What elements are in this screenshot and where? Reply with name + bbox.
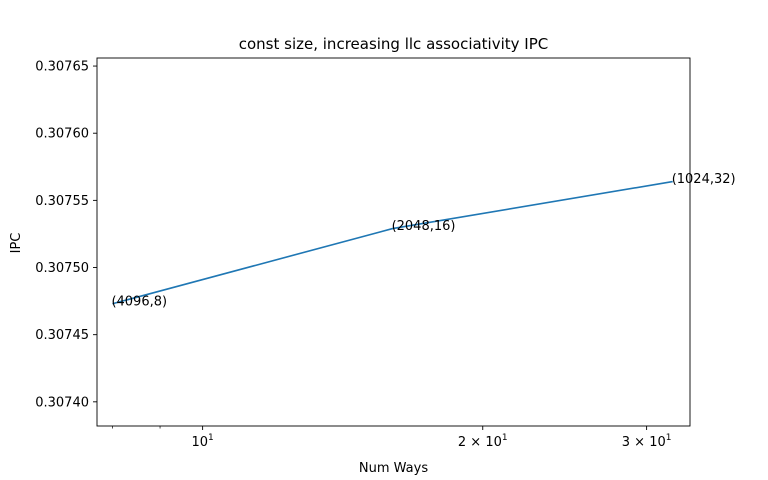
data-label: (2048,16) xyxy=(392,219,456,234)
y-tick-label: 0.30745 xyxy=(35,328,89,343)
axes-frame xyxy=(96,57,691,427)
y-tick-label: 0.30755 xyxy=(35,194,89,209)
y-tick-label: 0.30760 xyxy=(35,127,89,142)
series-line xyxy=(112,180,673,305)
y-tick-label: 0.30740 xyxy=(35,395,89,410)
plot-area: 0.30740 0.30745 0.30750 0.30755 0.30760 0.307… xyxy=(35,57,736,450)
y-axis-label: IPC xyxy=(9,233,24,254)
x-tick-label: 101 xyxy=(191,433,213,450)
data-label: (4096,8) xyxy=(111,294,167,309)
y-tick-label: 0.30750 xyxy=(35,261,89,276)
x-axis-label: Num Ways xyxy=(359,461,428,476)
x-tick-label: 2 × 101 xyxy=(458,433,508,450)
y-tick-label: 0.30765 xyxy=(35,60,89,75)
x-tick-label: 3 × 101 xyxy=(622,433,672,450)
data-label: (1024,32) xyxy=(672,172,736,187)
chart-title: const size, increasing llc associativity… xyxy=(239,35,549,53)
